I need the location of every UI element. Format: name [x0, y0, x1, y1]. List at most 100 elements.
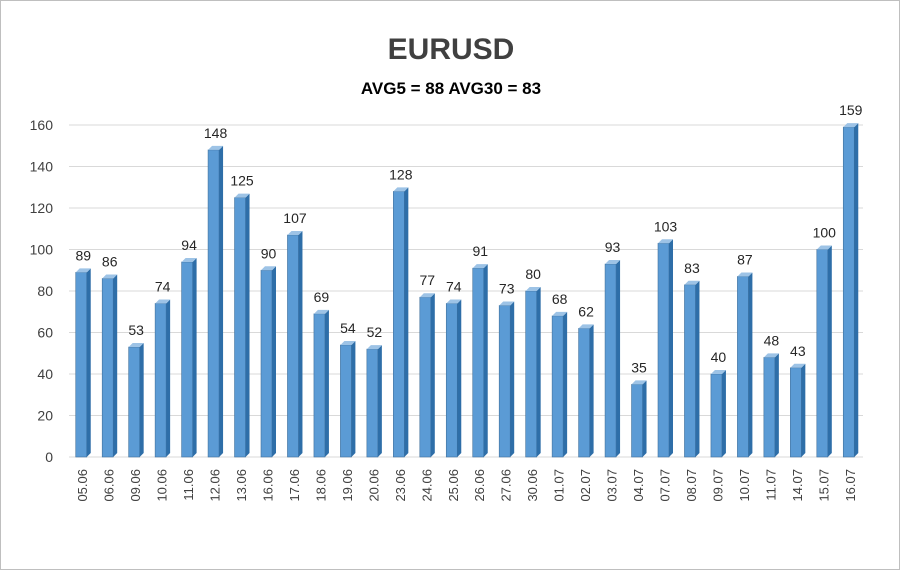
x-tick-label: 06.06 — [102, 469, 117, 502]
data-label: 148 — [204, 125, 228, 141]
bar-side — [86, 268, 91, 457]
bar-front — [763, 357, 776, 458]
y-tick-label: 140 — [30, 159, 54, 175]
bar-top — [816, 245, 832, 250]
x-tick-label: 12.06 — [208, 469, 223, 502]
bar — [445, 299, 462, 458]
bar-top — [525, 287, 541, 291]
x-tick-label: 03.07 — [605, 469, 620, 502]
bar-front — [419, 296, 432, 458]
y-tick-label: 120 — [30, 200, 54, 216]
bar-top — [261, 266, 276, 271]
bar — [287, 230, 303, 458]
bar-front — [207, 149, 220, 458]
x-tick-label: 27.06 — [499, 469, 514, 502]
bar-front — [287, 234, 299, 458]
bar-top — [287, 230, 303, 235]
bar-front — [154, 303, 167, 458]
x-tick-label: 08.07 — [684, 469, 699, 502]
y-tick-label: 20 — [37, 408, 53, 424]
data-label: 77 — [420, 272, 436, 288]
bar-top — [419, 293, 435, 298]
data-label: 80 — [525, 266, 541, 282]
bar-top — [631, 380, 647, 385]
x-tick-label: 15.07 — [816, 469, 831, 502]
bar-front — [75, 272, 88, 458]
bar-top — [737, 272, 753, 277]
x-tick-label: 24.06 — [419, 469, 434, 502]
data-label: 69 — [314, 289, 330, 305]
data-label: 86 — [102, 254, 118, 270]
bar-front — [684, 284, 696, 458]
data-label: 83 — [684, 260, 700, 276]
data-label: 48 — [764, 332, 780, 348]
bar-front — [657, 242, 670, 458]
data-label: 91 — [472, 243, 488, 259]
data-label: 52 — [367, 324, 383, 340]
data-labels: 89 86 53 74 94 148 125 90 107 69 54 52 128 77 74 91 73 80… — [75, 102, 862, 375]
bar-top — [234, 193, 250, 198]
bar-front — [472, 267, 485, 458]
data-label: 68 — [552, 291, 568, 307]
bar-side — [219, 145, 224, 457]
x-tick-label: 07.07 — [658, 469, 673, 502]
data-label: 87 — [737, 251, 753, 267]
bar — [604, 260, 621, 458]
bar — [763, 353, 779, 458]
x-tick-label: 18.06 — [313, 469, 328, 502]
bar — [366, 345, 382, 458]
bar — [578, 324, 594, 458]
bar-top — [710, 370, 726, 374]
data-label: 53 — [128, 322, 144, 338]
bar — [207, 145, 224, 458]
bar-front — [101, 278, 114, 458]
bar-side — [324, 309, 329, 457]
bar — [657, 239, 673, 458]
data-label: 73 — [499, 281, 515, 297]
bar-side — [113, 274, 118, 457]
bar-top — [578, 324, 594, 329]
y-tick-label: 40 — [37, 366, 53, 382]
bar-top — [843, 123, 859, 128]
bar-front — [604, 263, 617, 458]
bar — [340, 340, 356, 458]
x-axis-ticks: 05.06 06.06 09.06 10.06 11.06 12.06 13.06 16.06… — [75, 469, 858, 502]
bar-side — [854, 123, 859, 457]
x-tick-label: 30.06 — [525, 469, 540, 502]
bar-top — [763, 353, 779, 358]
x-tick-label: 04.07 — [631, 469, 646, 502]
bar-side — [748, 272, 753, 457]
x-tick-label: 13.06 — [234, 469, 249, 502]
bar-front — [816, 249, 829, 458]
bar — [260, 266, 276, 458]
bar-top — [472, 264, 488, 269]
bar-side — [430, 293, 435, 457]
bar — [498, 301, 515, 458]
bar-side — [510, 301, 515, 457]
bar-side — [801, 363, 806, 457]
bar-side — [589, 324, 594, 457]
chart-subtitle: AVG5 = 88 AVG30 = 83 — [361, 79, 541, 98]
y-tick-label: 160 — [30, 117, 54, 133]
x-tick-label: 16.06 — [261, 469, 276, 502]
bar — [816, 245, 832, 458]
bar-front — [128, 346, 140, 458]
bar — [631, 380, 647, 458]
data-label: 93 — [605, 239, 621, 255]
bar-side — [721, 370, 726, 457]
y-axis-ticks: 0 20 40 60 80 100 120 140 160 — [30, 117, 54, 465]
chart-title: EURUSD — [388, 33, 515, 66]
data-label: 100 — [813, 225, 837, 241]
x-tick-label: 11.06 — [181, 469, 196, 501]
bar-top — [128, 343, 144, 348]
bar-front — [340, 344, 352, 458]
data-label: 54 — [340, 320, 356, 336]
data-label: 74 — [446, 278, 462, 294]
bar-top — [340, 340, 356, 345]
bar — [234, 193, 250, 458]
data-label: 125 — [230, 173, 254, 189]
bar-side — [642, 380, 647, 457]
x-tick-label: 19.06 — [340, 469, 355, 502]
